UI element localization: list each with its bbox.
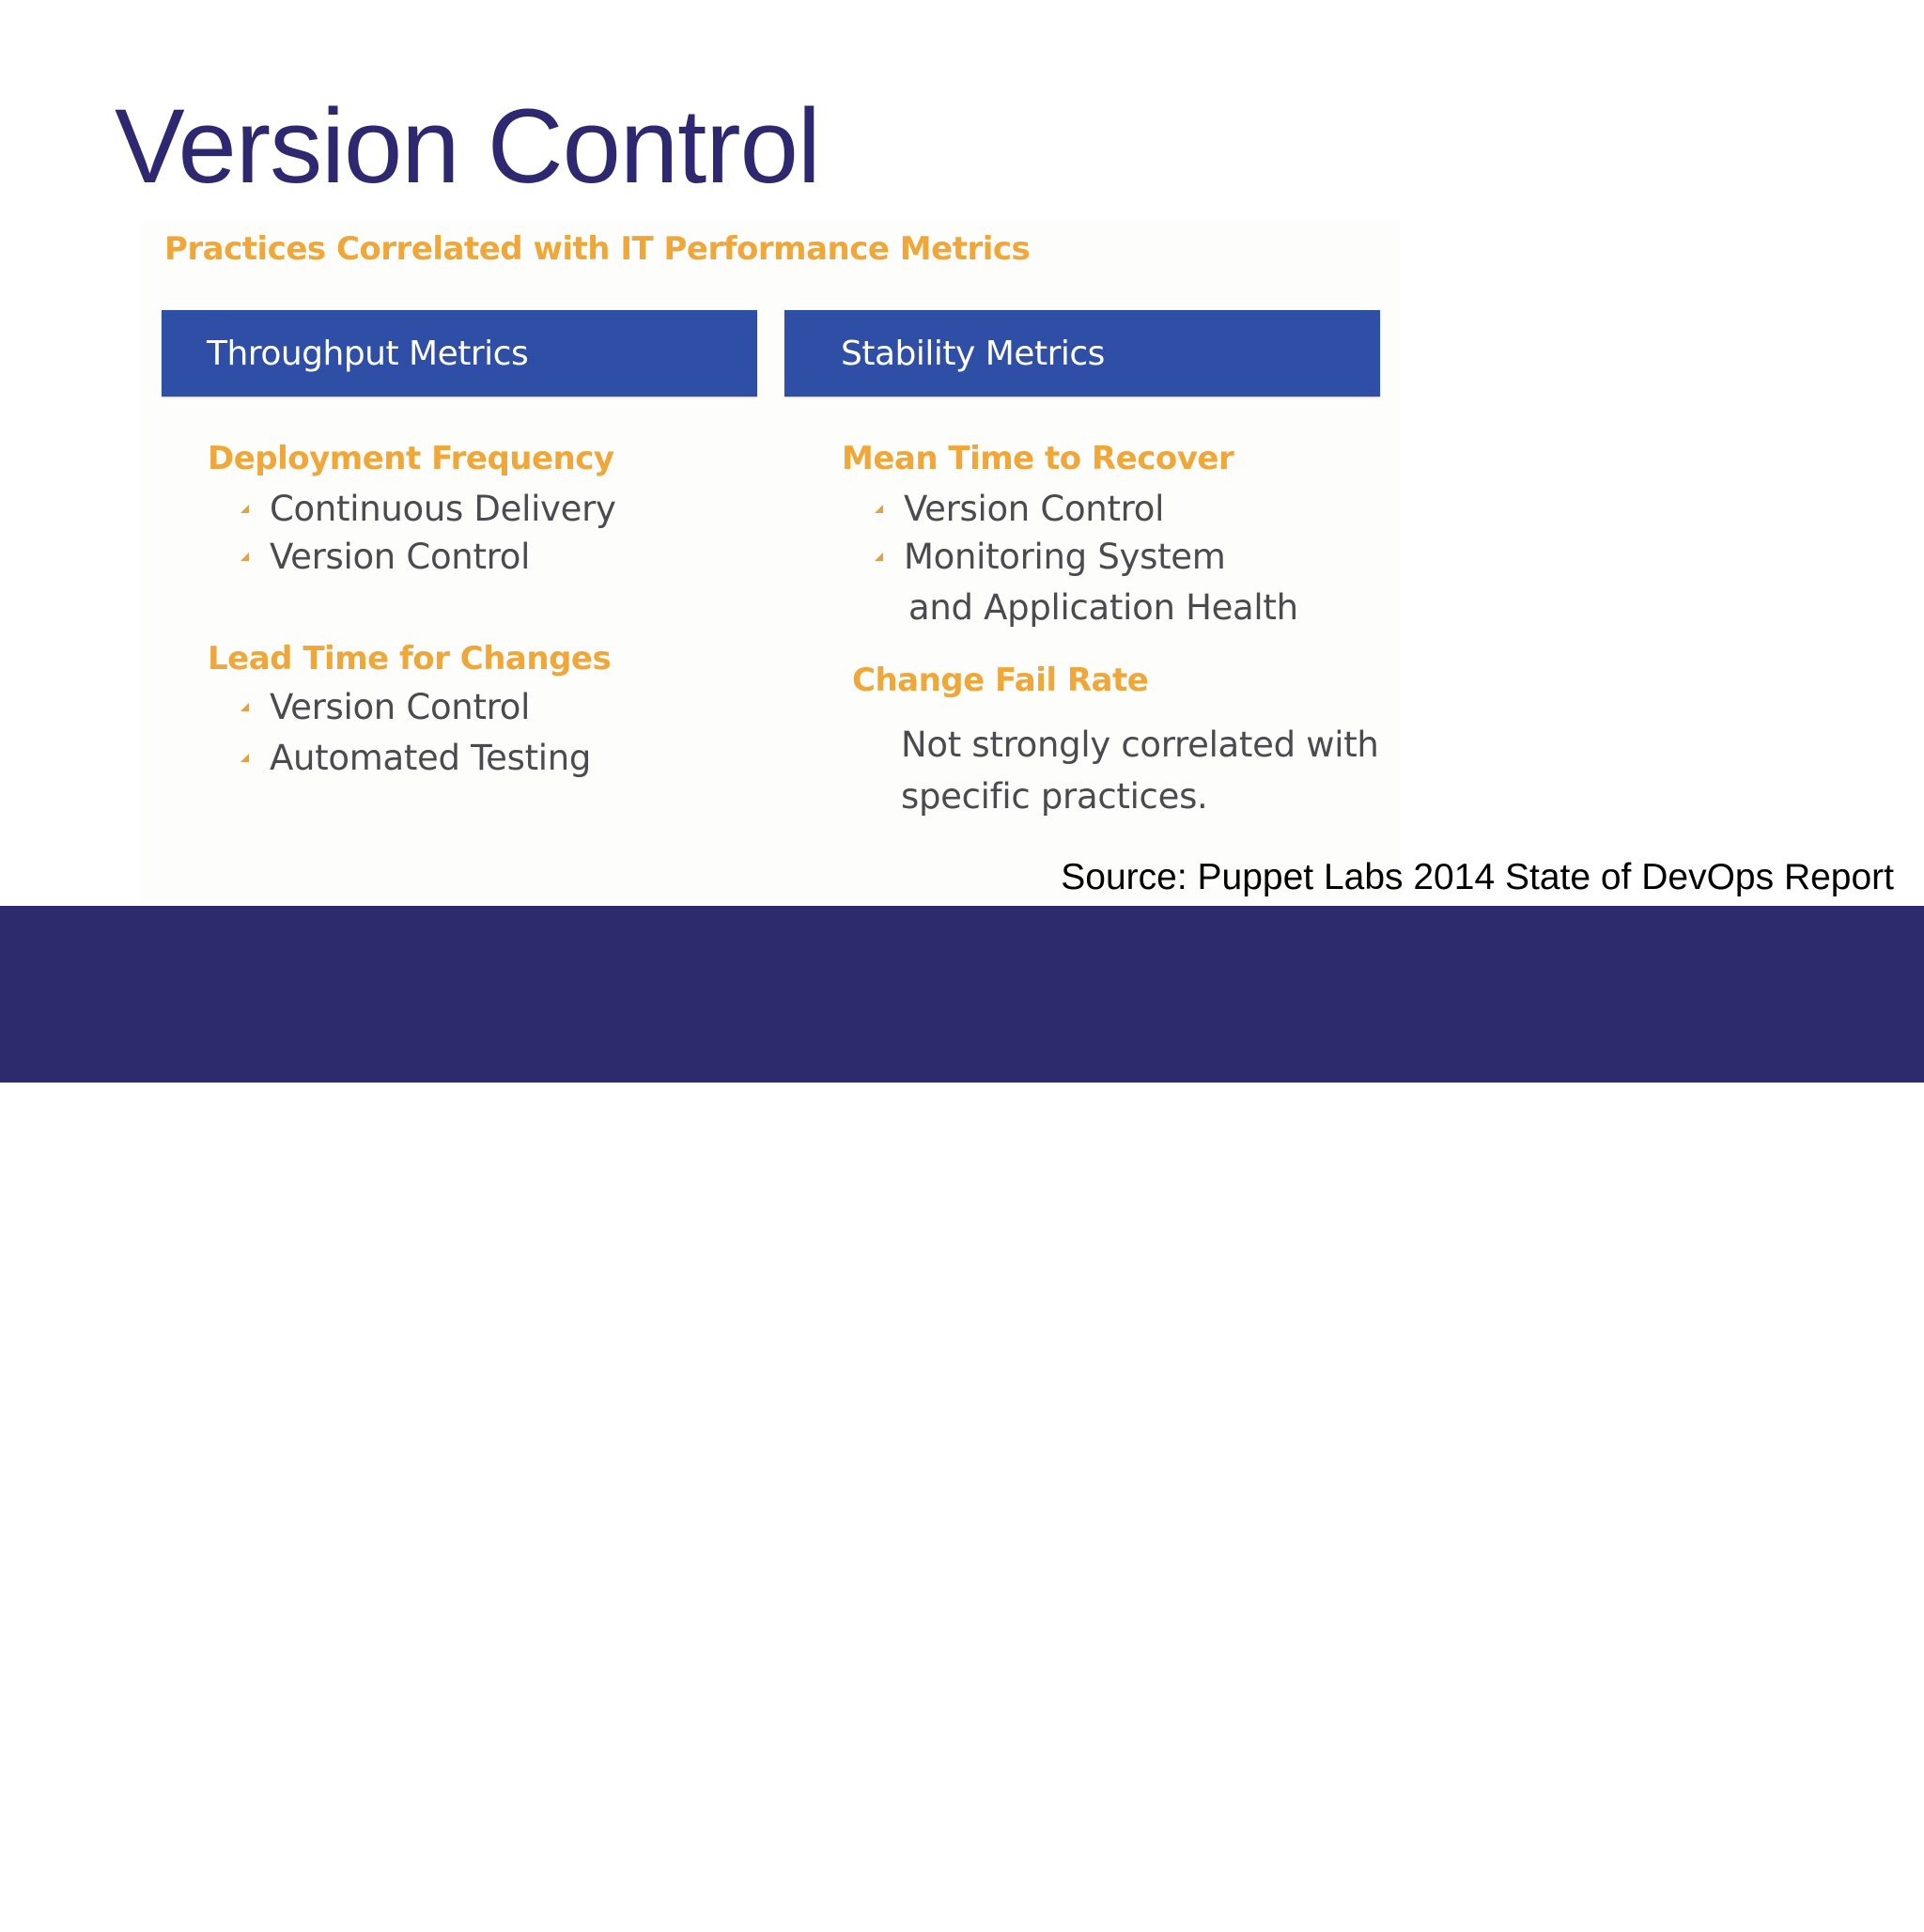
bullet-icon xyxy=(240,754,249,762)
source-citation: Source: Puppet Labs 2014 State of DevOps… xyxy=(1061,857,1894,897)
note-line-2: specific practices. xyxy=(901,776,1208,817)
bullet-icon xyxy=(240,553,249,561)
heading-change-fail-rate: Change Fail Rate xyxy=(852,662,1149,699)
list-item: Continuous Delivery xyxy=(240,489,616,529)
stability-header-label: Stability Metrics xyxy=(841,335,1105,373)
bullet-icon xyxy=(240,703,249,711)
stability-header: Stability Metrics xyxy=(784,310,1380,397)
throughput-header-label: Throughput Metrics xyxy=(207,335,529,373)
list-item-continuation: and Application Health xyxy=(908,587,1298,628)
flask-icon xyxy=(1641,1848,1703,1924)
list-item: Version Control xyxy=(240,687,530,727)
list-item: Version Control xyxy=(240,537,530,577)
list-item: Monitoring System xyxy=(875,537,1226,577)
footer-band: puppet labs xyxy=(0,906,1924,1924)
bullet-icon xyxy=(240,505,249,513)
logo-subtext: labs xyxy=(1821,1893,1874,1922)
heading-mttr: Mean Time to Recover xyxy=(842,440,1234,477)
list-item: Automated Testing xyxy=(240,738,591,778)
puppet-labs-logo: puppet labs xyxy=(1640,1841,1885,1932)
bullet-icon xyxy=(875,505,883,513)
slide-title: Version Control xyxy=(115,87,821,205)
throughput-header: Throughput Metrics xyxy=(162,310,757,397)
heading-lead-time: Lead Time for Changes xyxy=(208,640,612,678)
heading-deployment-frequency: Deployment Frequency xyxy=(208,440,614,477)
figure-subtitle: Practices Correlated with IT Performance… xyxy=(164,230,1031,268)
note-line-1: Not strongly correlated with xyxy=(901,724,1379,765)
bullet-icon xyxy=(875,553,883,561)
list-item: Version Control xyxy=(875,489,1164,529)
